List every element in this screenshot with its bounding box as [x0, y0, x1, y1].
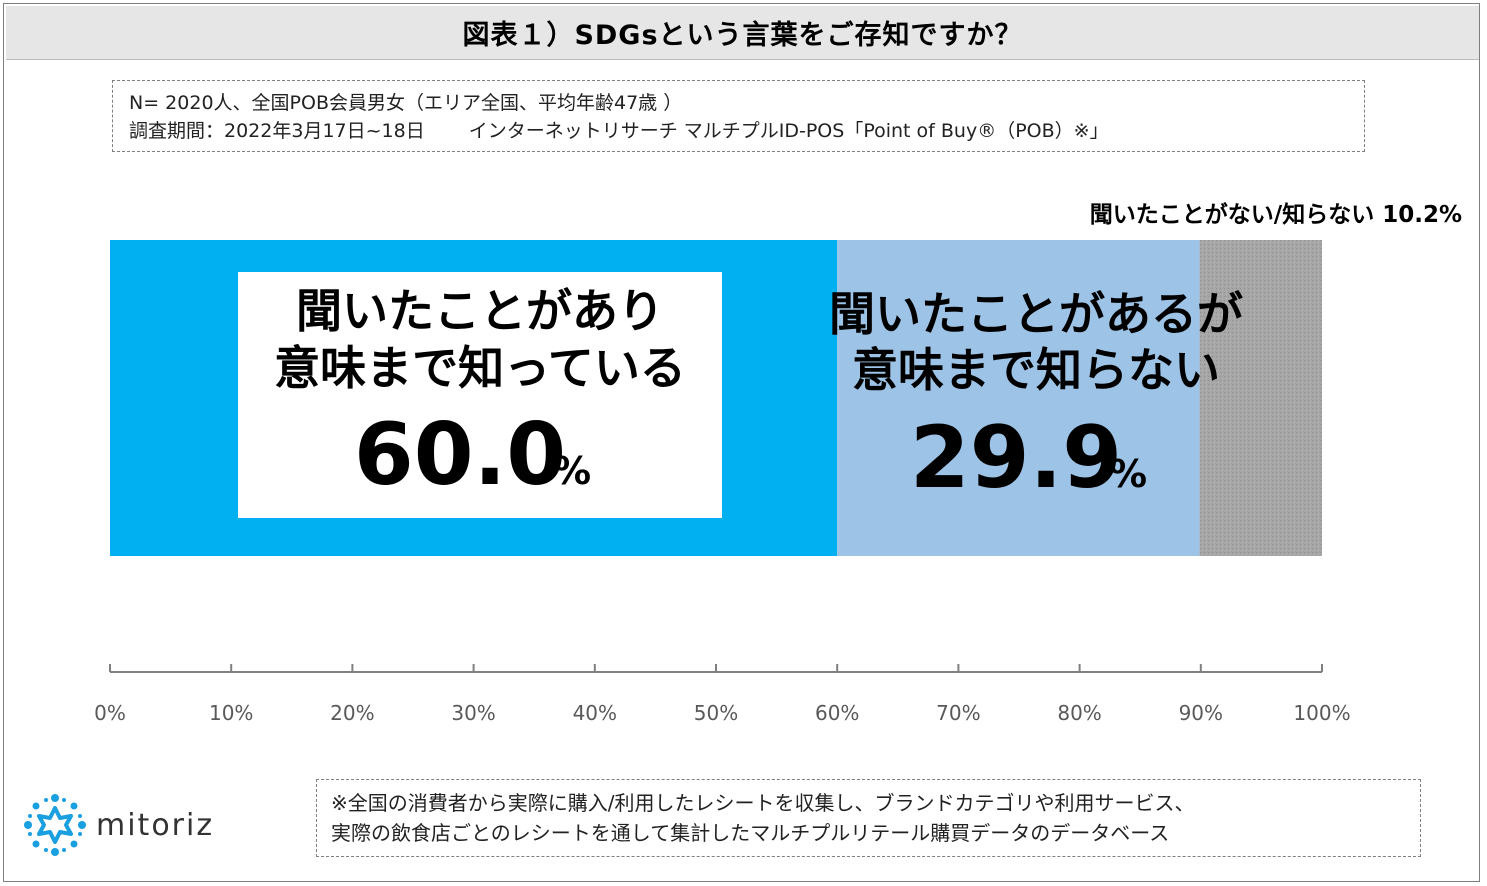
- x-tick-label: 30%: [451, 701, 495, 725]
- x-tick-label: 90%: [1179, 701, 1223, 725]
- segment-1-label-line1: 聞いたことがあり: [296, 284, 664, 338]
- x-tick-label: 10%: [209, 701, 253, 725]
- segment-2-value: 29.9: [910, 408, 1122, 508]
- x-tick-label: 100%: [1293, 701, 1350, 725]
- sun-burst-icon: [24, 794, 86, 856]
- footnote-line2: 実際の飲食店ごとのレシートを通して集計したマルチプルリテール購買データのデータベ…: [331, 821, 1170, 845]
- segment-2-unit: %: [1109, 452, 1147, 496]
- bar-segment-3: [1199, 240, 1322, 556]
- segment-3-label: 聞いたことがない/知らない 10.2%: [1090, 201, 1462, 228]
- segment-1-unit: %: [553, 449, 591, 493]
- x-tick-label: 60%: [815, 701, 859, 725]
- footnote-line1: ※全国の消費者から実際に購入/利用したレシートを収集し、ブランドカテゴリや利用サ…: [331, 791, 1195, 815]
- segment-2-label-line1: 聞いたことがあるが: [829, 287, 1243, 341]
- survey-period: 調査期間：2022年3月17日~18日: [129, 120, 425, 142]
- x-tick-label: 80%: [1057, 701, 1101, 725]
- logo-text: mitoriz: [96, 807, 215, 843]
- chart-title-text: 図表１）SDGsという言葉をご存知ですか？: [462, 20, 1023, 51]
- x-tick-label: 70%: [936, 701, 980, 725]
- bar-segment-2: [837, 240, 1200, 556]
- segment-1-label-box: [238, 272, 722, 518]
- x-tick-label: 20%: [330, 701, 374, 725]
- segment-2-label-line2: 意味まで知らない: [852, 343, 1220, 397]
- segment-1-label-line2: 意味まで知っている: [274, 341, 686, 395]
- survey-method: インターネットリサーチ マルチプルID-POS「Point of Buy®（PO…: [468, 120, 1109, 142]
- footnote-box: ※全国の消費者から実際に購入/利用したレシートを収集し、ブランドカテゴリや利用サ…: [316, 779, 1421, 857]
- figure-frame: [3, 3, 1480, 882]
- survey-info-line2: 調査期間：2022年3月17日~18日 インターネットリサーチ マルチプルID-P…: [129, 117, 1364, 145]
- survey-info-box: N= 2020人、全国POB会員男女（エリア全国、平均年齢47歳 ） 調査期間：…: [112, 80, 1365, 152]
- survey-info-line1: N= 2020人、全国POB会員男女（エリア全国、平均年齢47歳 ）: [129, 92, 683, 114]
- chart-title: 図表１）SDGsという言葉をご存知ですか？: [6, 6, 1479, 60]
- mitoriz-logo: mitoriz: [22, 790, 252, 860]
- x-tick-label: 50%: [694, 701, 738, 725]
- segment-1-value: 60.0: [354, 405, 566, 505]
- x-tick-label: 40%: [573, 701, 617, 725]
- x-tick-label: 0%: [94, 701, 126, 725]
